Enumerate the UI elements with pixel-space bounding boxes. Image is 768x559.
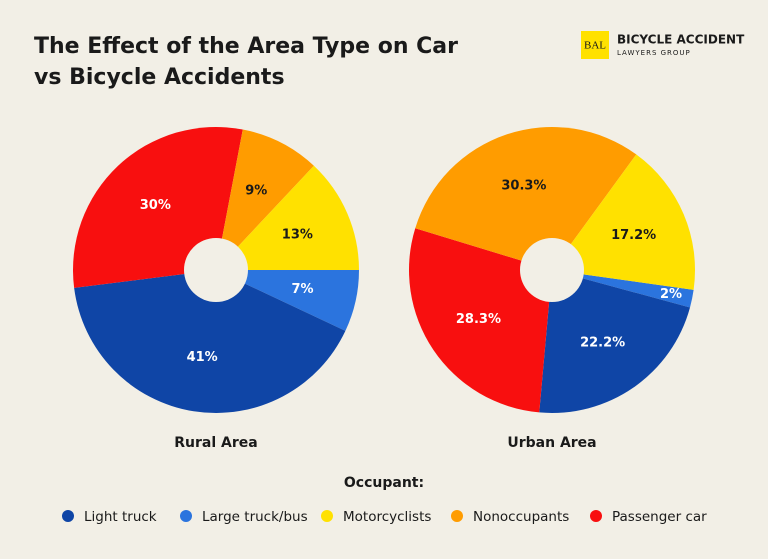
slice-label: 41% — [187, 350, 218, 365]
pie-hole — [184, 238, 248, 302]
slice-label: 7% — [291, 282, 313, 297]
pie-slice — [216, 129, 314, 270]
pie-slice — [74, 270, 346, 414]
pie-slice — [552, 270, 694, 308]
pie-slice — [408, 228, 552, 413]
slice-label: 22.2% — [580, 335, 625, 350]
legend-label: Nonoccupants — [473, 509, 569, 525]
logo-name: BICYCLE ACCIDENT — [617, 33, 745, 47]
pie-title: Rural Area — [174, 435, 257, 451]
logo-mark-box — [581, 31, 609, 59]
pie-slice — [552, 154, 695, 290]
legend-swatch — [180, 510, 192, 522]
legend-label: Passenger car — [612, 509, 707, 525]
slice-label: 9% — [245, 184, 267, 199]
legend-swatch — [321, 510, 333, 522]
pie-hole — [520, 238, 584, 302]
chart-title: The Effect of the Area Type on Car vs Bic… — [34, 34, 458, 90]
legend-label: Large truck/bus — [202, 509, 308, 525]
slice-label: 13% — [282, 227, 313, 242]
slice-label: 2% — [660, 287, 682, 302]
pie-slice — [216, 270, 359, 331]
pie-title: Urban Area — [507, 435, 596, 451]
pie-slice — [415, 127, 637, 270]
legend-label: Motorcyclists — [343, 509, 431, 525]
slice-label: 30% — [140, 198, 171, 213]
legend-swatch — [590, 510, 602, 522]
legend-swatch — [451, 510, 463, 522]
legend-swatch — [62, 510, 74, 522]
logo-mark: BAL — [584, 40, 606, 52]
slice-label: 17.2% — [611, 228, 656, 243]
logo-tagline: LAWYERS GROUP — [617, 49, 691, 57]
legend-label: Light truck — [84, 509, 157, 525]
legend-title: Occupant: — [344, 475, 424, 491]
slice-label: 30.3% — [501, 178, 546, 193]
pie-slice — [539, 270, 690, 413]
pie-slice — [216, 165, 359, 270]
slice-label: 28.3% — [456, 312, 501, 327]
